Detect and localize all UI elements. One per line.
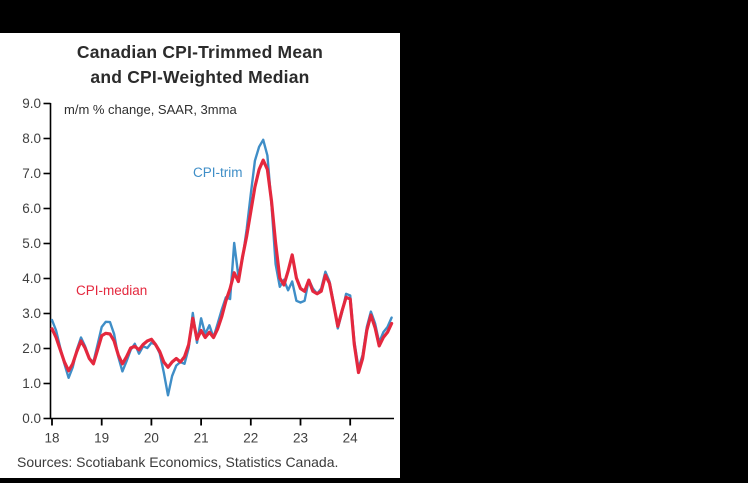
cpi-line-chart: 0.0 1.0 2.0 3.0 4.0 5.0 6.0 7.0 8.0 9.0 18 19 20 21 22… bbox=[22, 96, 394, 446]
chart-title-line2: and CPI-Weighted Median bbox=[90, 67, 310, 87]
x-axis-tick-label: 22 bbox=[243, 431, 258, 446]
chart-subtitle: m/m % change, SAAR, 3mma bbox=[64, 102, 237, 117]
chart-title: Canadian CPI-Trimmed Mean and CPI-Weight… bbox=[0, 40, 400, 90]
y-axis-tick-label: 4.0 bbox=[22, 271, 41, 286]
y-axis-tick-label: 6.0 bbox=[22, 201, 41, 216]
y-axis-tick-label: 1.0 bbox=[22, 376, 41, 391]
x-axis-tick-label: 19 bbox=[94, 431, 109, 446]
series-label-cpi-median: CPI-median bbox=[76, 283, 148, 298]
y-axis-tick-label: 8.0 bbox=[22, 131, 41, 146]
y-axis-tick-label: 9.0 bbox=[22, 96, 41, 111]
x-axis-tick-label: 20 bbox=[144, 431, 159, 446]
source-attribution: Sources: Scotiabank Economics, Statistic… bbox=[17, 454, 339, 470]
chart-panel: Canadian CPI-Trimmed Mean and CPI-Weight… bbox=[0, 33, 400, 478]
y-axis-tick-label: 3.0 bbox=[22, 306, 41, 321]
y-axis-tick-label: 7.0 bbox=[22, 166, 41, 181]
y-axis-tick-label: 0.0 bbox=[22, 411, 41, 426]
x-axis-tick-label: 21 bbox=[194, 431, 209, 446]
x-axis-tick-label: 24 bbox=[343, 431, 359, 446]
y-axis-tick-label: 5.0 bbox=[22, 236, 41, 251]
y-axis-tick-label: 2.0 bbox=[22, 341, 41, 356]
series-label-cpi-trim: CPI-trim bbox=[193, 165, 243, 180]
line-series-cpi-median bbox=[50, 158, 394, 375]
x-axis-tick-label: 18 bbox=[44, 431, 59, 446]
chart-title-line1: Canadian CPI-Trimmed Mean bbox=[76, 42, 324, 62]
x-axis-tick-label: 23 bbox=[293, 431, 308, 446]
